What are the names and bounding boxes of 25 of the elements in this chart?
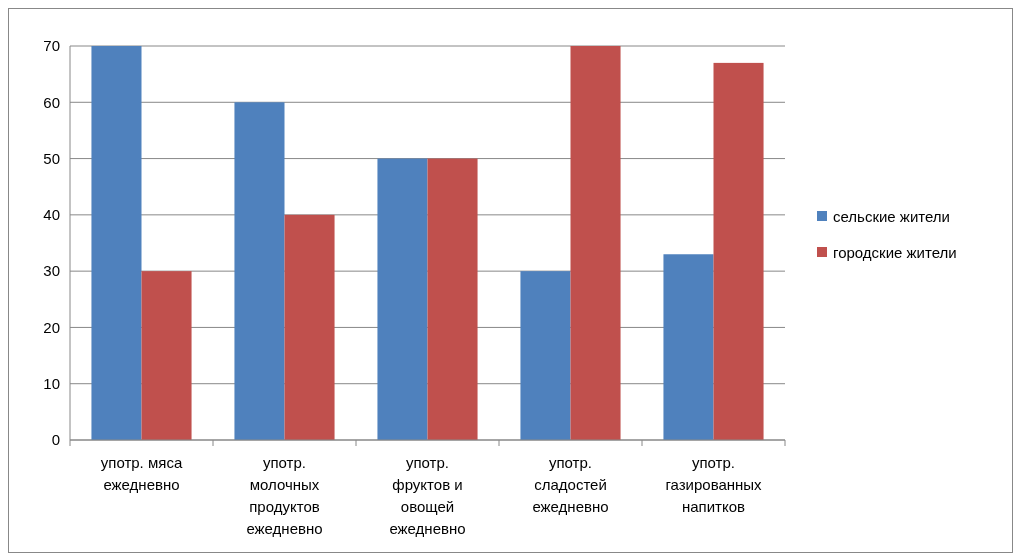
bar xyxy=(141,271,192,440)
legend-label: городские жители xyxy=(833,244,957,262)
y-tick-label: 50 xyxy=(43,149,60,167)
y-tick-label: 0 xyxy=(51,431,60,449)
bar xyxy=(377,158,428,440)
y-tick-label: 60 xyxy=(43,93,60,111)
bar xyxy=(91,46,142,440)
bar xyxy=(427,158,478,440)
x-tick-label: употр. мяса ежедневно xyxy=(100,454,183,493)
bar xyxy=(570,46,621,440)
x-tick-label: употр. сладостей ежедневно xyxy=(532,454,609,515)
y-tick-label: 20 xyxy=(43,318,60,336)
x-tick-label: употр. газированных напитков xyxy=(665,454,763,515)
y-tick-label: 30 xyxy=(43,262,60,280)
bar xyxy=(663,254,714,440)
bar xyxy=(713,62,764,440)
bar xyxy=(520,271,571,440)
legend-label: сельские жители xyxy=(833,208,950,226)
y-tick-label: 70 xyxy=(43,37,60,55)
bar xyxy=(234,102,285,440)
y-tick-label: 10 xyxy=(43,374,60,392)
x-tick-label: употр. фруктов и овощей ежедневно xyxy=(389,454,466,537)
bar xyxy=(284,214,335,440)
x-tick-label: употр. молочных продуктов ежедневно xyxy=(246,454,323,537)
y-tick-label: 40 xyxy=(43,206,60,224)
